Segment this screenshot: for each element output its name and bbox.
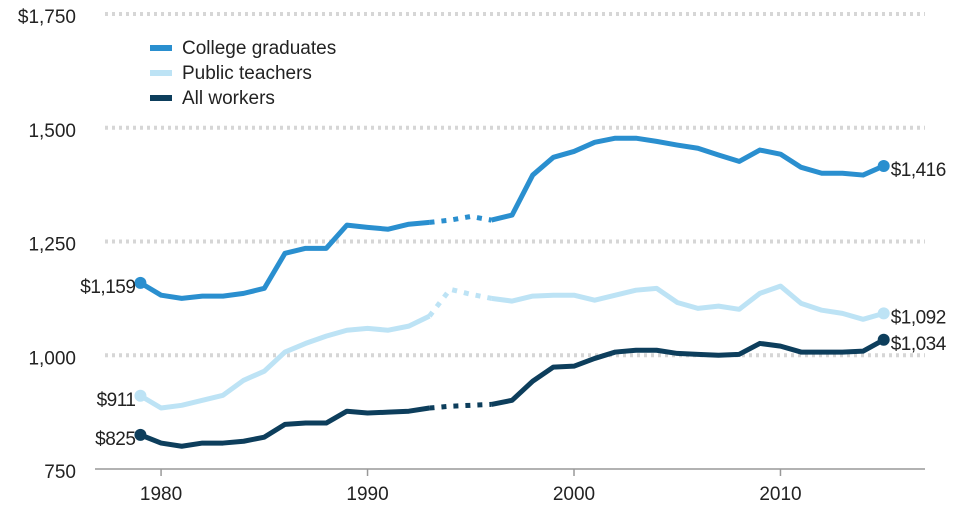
- y-tick-label: 1,500: [28, 121, 76, 142]
- legend-label: All workers: [182, 88, 275, 109]
- x-tick-label: 2010: [759, 484, 801, 505]
- series-line: [139, 313, 431, 411]
- value-label: $1,092: [891, 307, 946, 328]
- series-line-dotted: [427, 286, 492, 318]
- value-label: $1,416: [891, 160, 946, 181]
- x-tick-label: 1990: [346, 484, 388, 505]
- value-label: $1,034: [891, 334, 947, 355]
- series-line: [490, 135, 885, 223]
- x-tick-label: 1980: [140, 484, 182, 505]
- legend-label: Public teachers: [182, 63, 312, 84]
- value-label: $825: [95, 429, 135, 450]
- value-label: $911: [97, 390, 136, 411]
- series-line-dotted: [429, 213, 492, 225]
- series-line-dotted: [429, 401, 492, 411]
- y-tick-label: 750: [44, 462, 76, 483]
- end-point: [134, 428, 147, 441]
- y-tick-label: 1,000: [28, 348, 76, 369]
- legend-label: College graduates: [182, 38, 336, 59]
- series-line: [139, 405, 430, 449]
- end-point: [877, 333, 890, 346]
- end-point: [134, 389, 147, 402]
- series-line: [491, 283, 885, 322]
- y-tick-label: 1,250: [28, 235, 76, 256]
- series-line: [139, 219, 430, 301]
- end-point: [134, 276, 147, 289]
- x-tick-label: 2000: [553, 484, 595, 505]
- end-point: [877, 307, 890, 320]
- y-tick-label: $1,750: [18, 7, 76, 28]
- series-line: [490, 337, 885, 407]
- value-label: $1,159: [80, 277, 135, 298]
- end-point: [877, 159, 890, 172]
